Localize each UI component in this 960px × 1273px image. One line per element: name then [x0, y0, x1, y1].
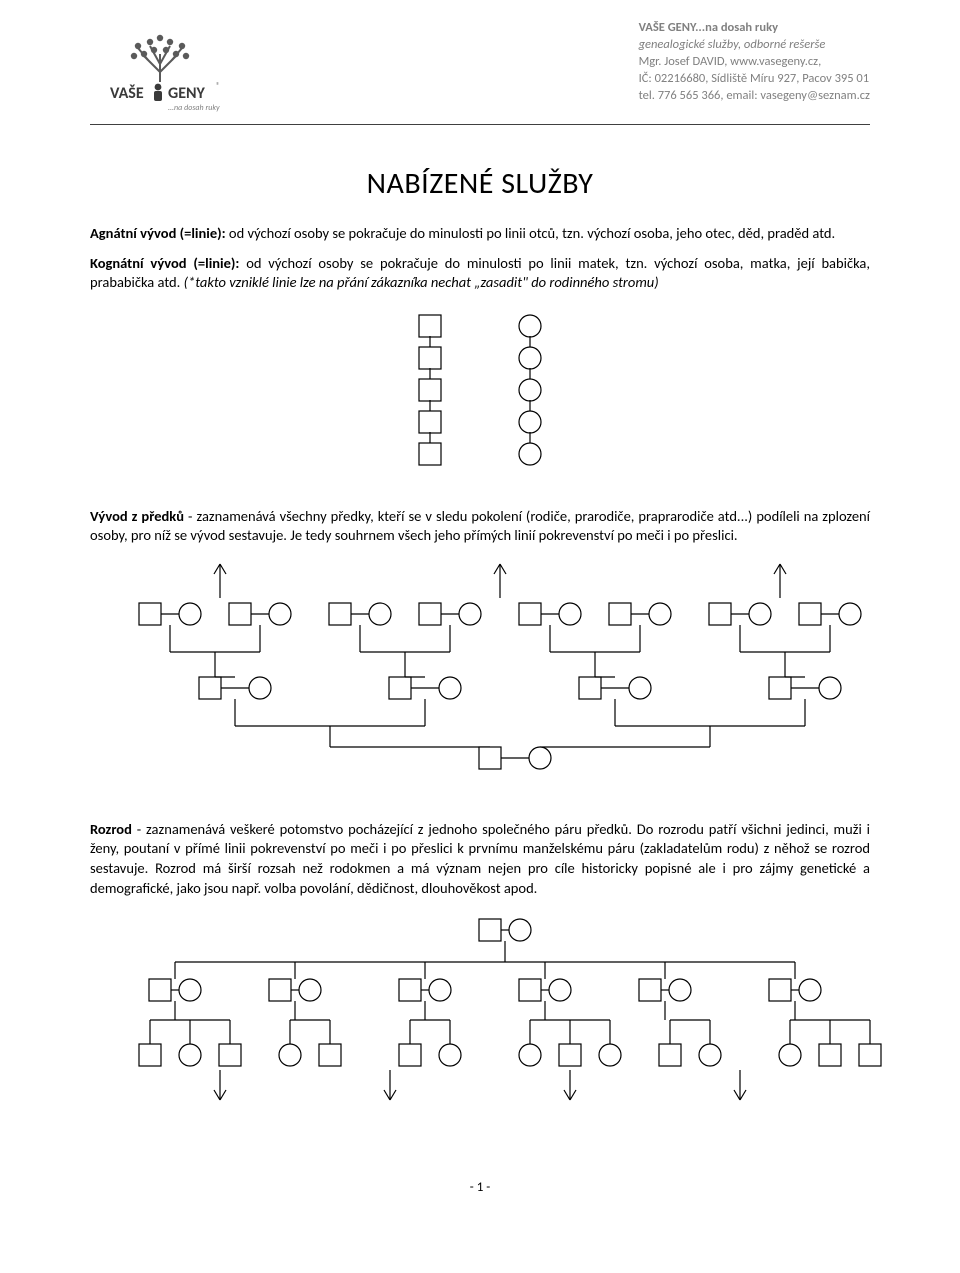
header-line-1: VAŠE GENY...na dosah ruky	[639, 20, 870, 37]
diagram-descendants	[90, 910, 910, 1150]
para1-bold: Agnátní vývod (=linie):	[90, 224, 226, 242]
svg-text:GENY: GENY	[168, 84, 206, 103]
svg-text:...na dosah ruky: ...na dosah ruky	[168, 103, 220, 113]
header-line-5: tel. 776 565 366, email: vasegeny@seznam…	[639, 88, 870, 105]
header-divider	[90, 124, 870, 125]
paragraph-rozrod: Rozrod - zaznamenává veškeré potomstvo p…	[90, 820, 870, 898]
diagram-ancestry	[90, 558, 910, 798]
header-line-2: genealogické služby, odborné rešerše	[639, 37, 870, 54]
para2-bold: Kognátní vývod (=linie):	[90, 254, 239, 272]
para4-bold: Rozrod	[90, 820, 132, 838]
header-contact-block: VAŠE GENY...na dosah ruky genealogické s…	[639, 20, 870, 104]
diagram-lineage	[330, 305, 630, 485]
header-line-3: Mgr. Josef DAVID, www.vasegeny.cz,	[639, 54, 870, 71]
logo: VAŠE GENY ® ...na dosah ruky	[90, 20, 230, 116]
paragraph-agnatni: Agnátní vývod (=linie): od výchozí osoby…	[90, 224, 870, 244]
para3-rest: - zaznamenává všechny předky, kteří se v…	[90, 507, 870, 545]
svg-text:®: ®	[216, 81, 220, 91]
page-title: NABÍZENÉ SLUŽBY	[90, 165, 870, 202]
para4-rest: - zaznamenává veškeré potomstvo pocházej…	[90, 820, 870, 897]
svg-text:VAŠE: VAŠE	[110, 84, 144, 103]
paragraph-vyvod: Vývod z předků - zaznamenává všechny pře…	[90, 507, 870, 546]
page-header: VAŠE GENY ® ...na dosah ruky VAŠE GENY..…	[90, 20, 870, 116]
para1-rest: od výchozí osoby se pokračuje do minulos…	[226, 224, 836, 242]
paragraph-kognatni: Kognátní vývod (=linie): od výchozí osob…	[90, 254, 870, 293]
para3-bold: Vývod z předků	[90, 507, 184, 525]
page-number: - 1 -	[90, 1180, 870, 1195]
para2-italic: (*takto vzniklé linie lze na přání zákaz…	[184, 273, 659, 291]
header-line-4: IČ: 02216680, Sídliště Míru 927, Pacov 3…	[639, 71, 870, 88]
